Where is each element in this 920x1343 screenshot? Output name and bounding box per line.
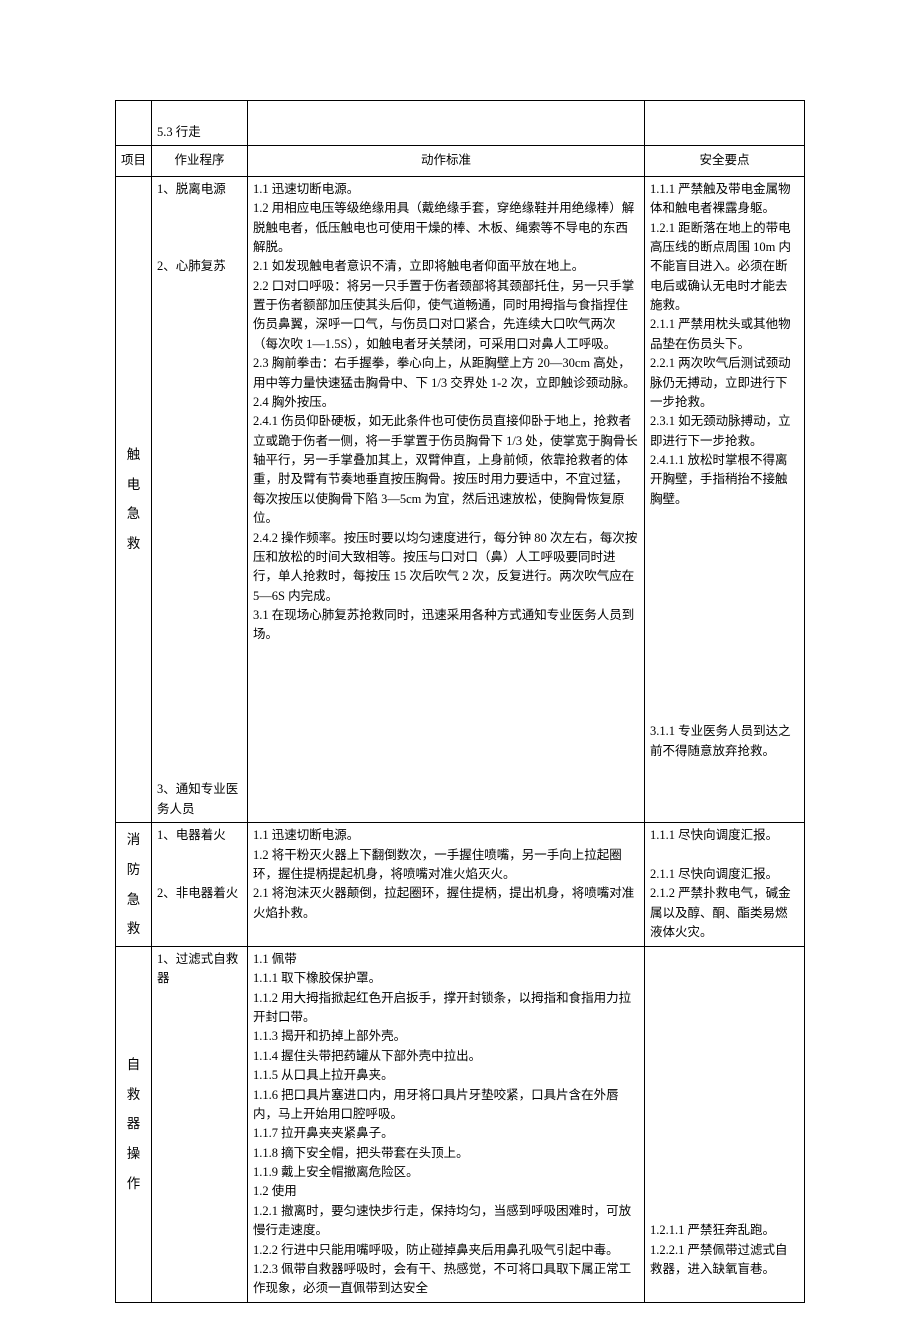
procedure-cell-1: 1、电器着火 2、非电器着火: [152, 823, 248, 947]
category-cell-2: 自 救 器 操 作: [116, 946, 152, 1302]
safety-cell-0: 1.1.1 严禁触及带电金属物体和触电者裸露身躯。 1.2.1 距断落在地上的带…: [645, 176, 805, 822]
category-cell-0: 触 电 急 救: [116, 176, 152, 822]
procedure-cell-0: 1、脱离电源 2、心肺复苏 3、通知专业医务人员: [152, 176, 248, 822]
procedure-cell-2: 1、过滤式自救器: [152, 946, 248, 1302]
category-cell-1: 消 防 急 救: [116, 823, 152, 947]
pre-cell-procedure: 5.3 行走: [152, 101, 248, 146]
section-row-0: 触 电 急 救 1、脱离电源 2、心肺复苏 3、通知专业医务人员 1.1 迅速切…: [116, 176, 805, 822]
standard-cell-2: 1.1 佩带 1.1.1 取下橡胶保护罩。 1.1.2 用大拇指掀起红色开启扳手…: [248, 946, 645, 1302]
pre-cell-empty-2: [248, 101, 645, 146]
header-standard: 动作标准: [248, 146, 645, 176]
header-safety: 安全要点: [645, 146, 805, 176]
pre-row: 5.3 行走: [116, 101, 805, 146]
section-row-1: 消 防 急 救 1、电器着火 2、非电器着火 1.1 迅速切断电源。 1.2 将…: [116, 823, 805, 947]
header-procedure: 作业程序: [152, 146, 248, 176]
pre-cell-empty-1: [116, 101, 152, 146]
standard-cell-1: 1.1 迅速切断电源。 1.2 将干粉灭火器上下翻倒数次，一手握住喷嘴，另一手向…: [248, 823, 645, 947]
header-row: 项目 作业程序 动作标准 安全要点: [116, 146, 805, 176]
safety-cell-2: 1.2.1.1 严禁狂奔乱跑。 1.2.2.1 严禁佩带过滤式自救器，进入缺氧盲…: [645, 946, 805, 1302]
standard-cell-0: 1.1 迅速切断电源。 1.2 用相应电压等级绝缘用具（戴绝缘手套，穿绝缘鞋并用…: [248, 176, 645, 822]
safety-procedure-table: 5.3 行走 项目 作业程序 动作标准 安全要点 触 电 急 救 1、脱离电源 …: [115, 100, 805, 1303]
pre-cell-empty-3: [645, 101, 805, 146]
header-category: 项目: [116, 146, 152, 176]
section-row-2: 自 救 器 操 作 1、过滤式自救器 1.1 佩带 1.1.1 取下橡胶保护罩。…: [116, 946, 805, 1302]
safety-cell-1: 1.1.1 尽快向调度汇报。 2.1.1 尽快向调度汇报。 2.1.2 严禁扑救…: [645, 823, 805, 947]
